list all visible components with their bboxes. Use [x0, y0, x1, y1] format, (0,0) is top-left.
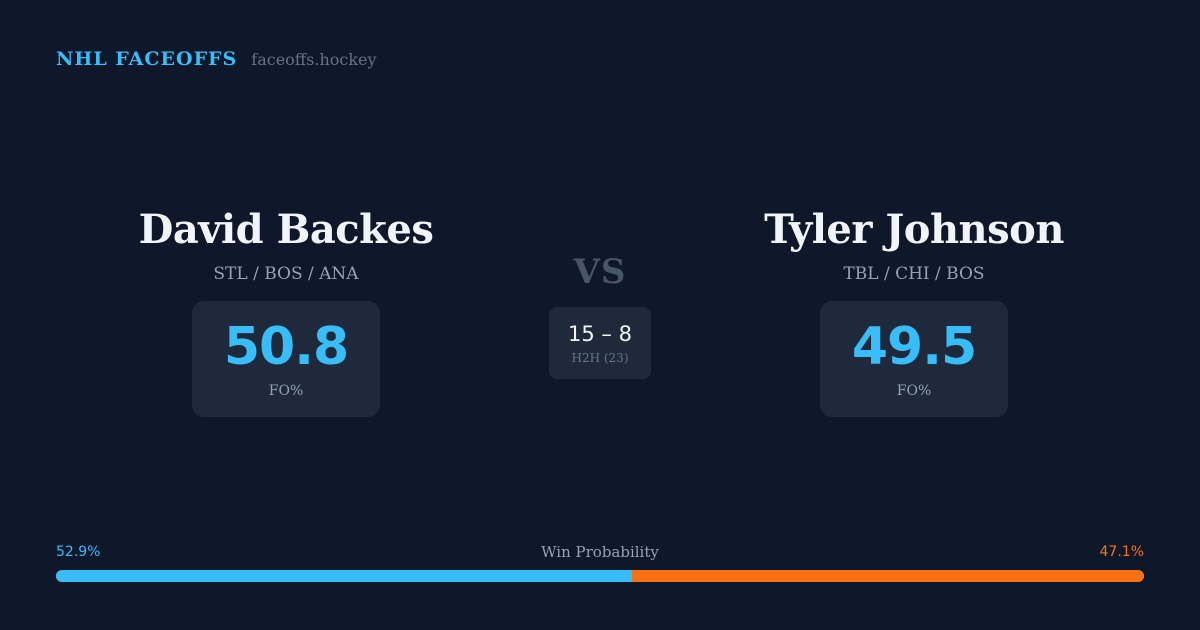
player-left-fo-label: FO% [268, 383, 304, 399]
player-right-fo-value: 49.5 [851, 317, 977, 377]
brand-name: NHL FACEOFFS [56, 48, 238, 70]
player-left-fo-value: 50.8 [223, 317, 349, 377]
player-right-fo-label: FO% [896, 383, 932, 399]
player-left-name: David Backes [138, 206, 434, 253]
player-right-teams: TBL / CHI / BOS [843, 264, 985, 284]
player-left-card: David Backes STL / BOS / ANA 50.8 FO% [56, 205, 516, 417]
brand-domain: faceoffs.hockey [251, 50, 377, 69]
head-to-head-box: 15 – 8 H2H (23) [549, 307, 651, 379]
win-probability-title: Win Probability [541, 543, 659, 561]
win-probability-right-label: 47.1% [1099, 544, 1144, 560]
win-probability-bar-left-fill [56, 570, 632, 582]
win-probability-left-label: 52.9% [56, 544, 101, 560]
win-probability-labels: 52.9% Win Probability 47.1% [56, 543, 1144, 563]
head-to-head-label: H2H (23) [571, 351, 629, 365]
brand-header: NHL FACEOFFS faceoffs.hockey [56, 48, 377, 70]
player-left-teams: STL / BOS / ANA [213, 264, 359, 284]
player-right-name: Tyler Johnson [764, 206, 1064, 253]
player-right-stat-box: 49.5 FO% [819, 301, 1009, 417]
versus-label: VS [573, 252, 627, 292]
player-left-stat-box: 50.8 FO% [191, 301, 381, 417]
head-to-head-score: 15 – 8 [568, 322, 632, 346]
player-right-card: Tyler Johnson TBL / CHI / BOS 49.5 FO% [684, 205, 1144, 417]
win-probability-bar-right-fill [631, 570, 1144, 582]
win-probability-bar [56, 570, 1144, 582]
